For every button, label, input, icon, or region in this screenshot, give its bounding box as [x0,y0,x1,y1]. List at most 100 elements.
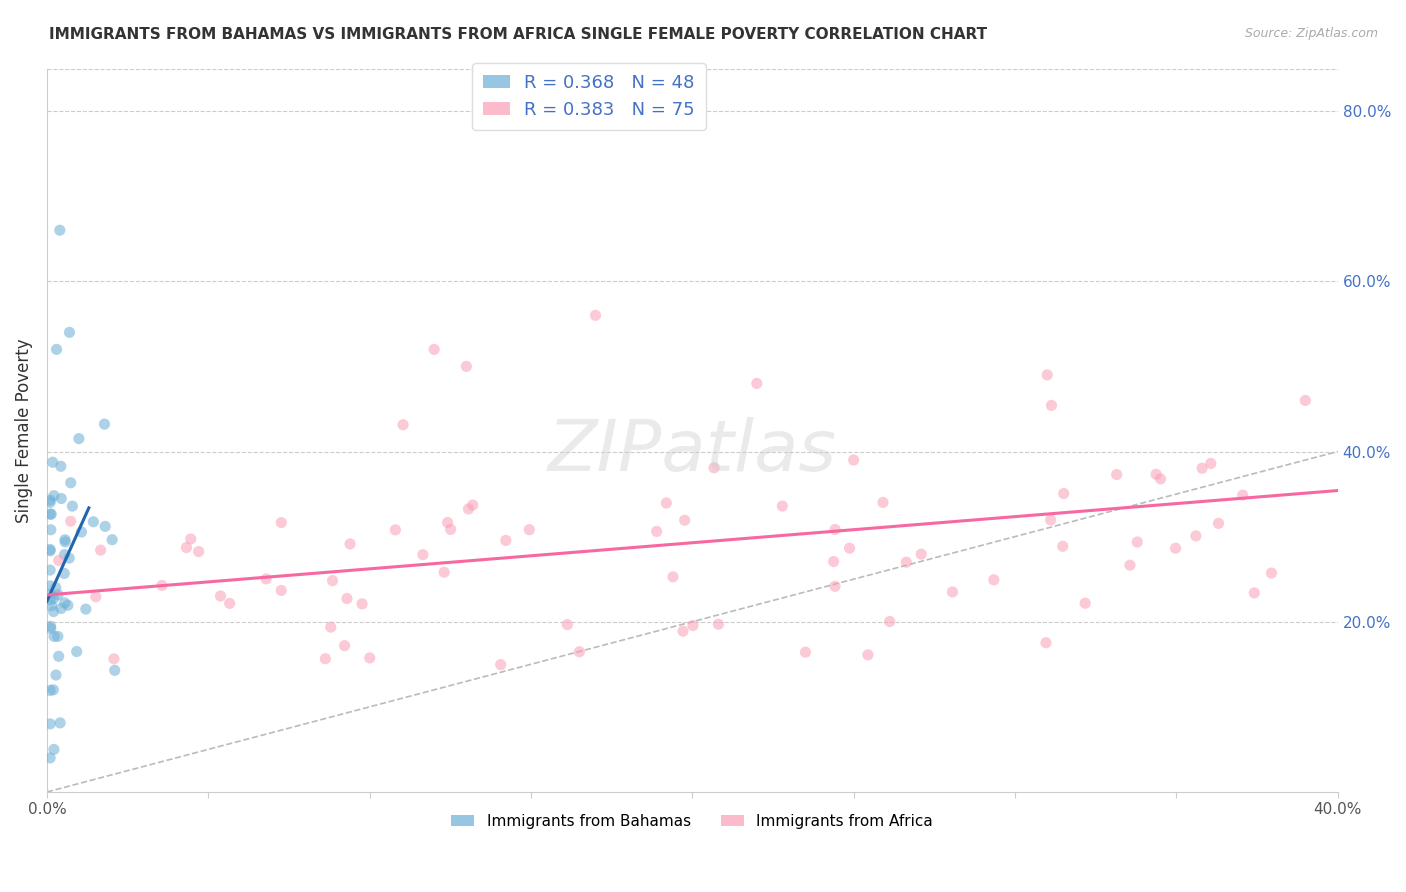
Point [703,460,725,475]
Point [39,593,62,607]
Point [436,516,458,530]
Point [770,499,793,513]
Point [339,537,361,551]
Point [58,551,80,566]
Point [1199,456,1222,470]
Point [39,683,62,698]
Point [910,547,932,561]
Point [41,599,63,613]
Point [412,548,434,562]
Point [794,645,817,659]
Point [314,651,336,665]
Text: ZIPatlas: ZIPatlas [548,417,837,486]
Point [1053,486,1076,500]
Point [42,489,65,503]
Y-axis label: Single Female Poverty: Single Female Poverty [15,338,32,523]
Point [90,543,112,558]
Point [53,596,76,610]
Point [42,591,65,606]
Point [39,507,62,521]
Point [53,548,76,562]
Point [673,513,696,527]
Point [941,585,963,599]
Legend: Immigrants from Bahamas, Immigrants from Africa: Immigrants from Bahamas, Immigrants from… [446,808,939,835]
Point [1191,461,1213,475]
Point [39,622,62,636]
Point [39,587,62,601]
Point [319,620,342,634]
Point [489,657,512,672]
Point [333,639,356,653]
Point [1052,539,1074,553]
Point [879,615,901,629]
Point [1040,398,1063,412]
Point [39,619,62,633]
Point [1036,368,1059,382]
Point [682,618,704,632]
Point [45,668,67,682]
Point [66,644,89,658]
Point [270,583,292,598]
Point [49,223,72,237]
Point [84,590,107,604]
Point [461,498,484,512]
Point [60,499,83,513]
Point [187,544,209,558]
Point [39,523,62,537]
Point [423,343,446,357]
Point [39,717,62,731]
Point [45,581,67,595]
Point [359,651,381,665]
Point [1035,636,1057,650]
Point [39,507,62,521]
Point [39,495,62,509]
Point [585,309,607,323]
Point [1119,558,1142,573]
Point [39,751,62,765]
Point [45,343,67,357]
Point [93,417,115,431]
Point [838,541,860,556]
Point [42,742,65,756]
Point [46,629,69,643]
Point [176,541,198,555]
Point [983,573,1005,587]
Point [645,524,668,539]
Point [103,652,125,666]
Point [180,532,202,546]
Point [1185,529,1208,543]
Point [49,715,72,730]
Point [1260,566,1282,580]
Point [1208,516,1230,531]
Point [568,645,591,659]
Point [439,522,461,536]
Point [59,514,82,528]
Point [101,533,124,547]
Text: Source: ZipAtlas.com: Source: ZipAtlas.com [1244,27,1378,40]
Point [48,649,70,664]
Point [457,502,479,516]
Text: IMMIGRANTS FROM BAHAMAS VS IMMIGRANTS FROM AFRICA SINGLE FEMALE POVERTY CORRELAT: IMMIGRANTS FROM BAHAMAS VS IMMIGRANTS FR… [49,27,987,42]
Point [39,563,62,577]
Point [254,572,277,586]
Point [67,432,90,446]
Point [1105,467,1128,482]
Point [58,326,80,340]
Point [42,682,65,697]
Point [1074,596,1097,610]
Point [322,574,344,588]
Point [336,591,359,606]
Point [42,629,65,643]
Point [1149,472,1171,486]
Point [1243,586,1265,600]
Point [824,523,846,537]
Point [70,524,93,539]
Point [352,597,374,611]
Point [39,493,62,508]
Point [94,519,117,533]
Point [53,535,76,549]
Point [46,588,69,602]
Point [1144,467,1167,482]
Point [495,533,517,548]
Point [49,459,72,474]
